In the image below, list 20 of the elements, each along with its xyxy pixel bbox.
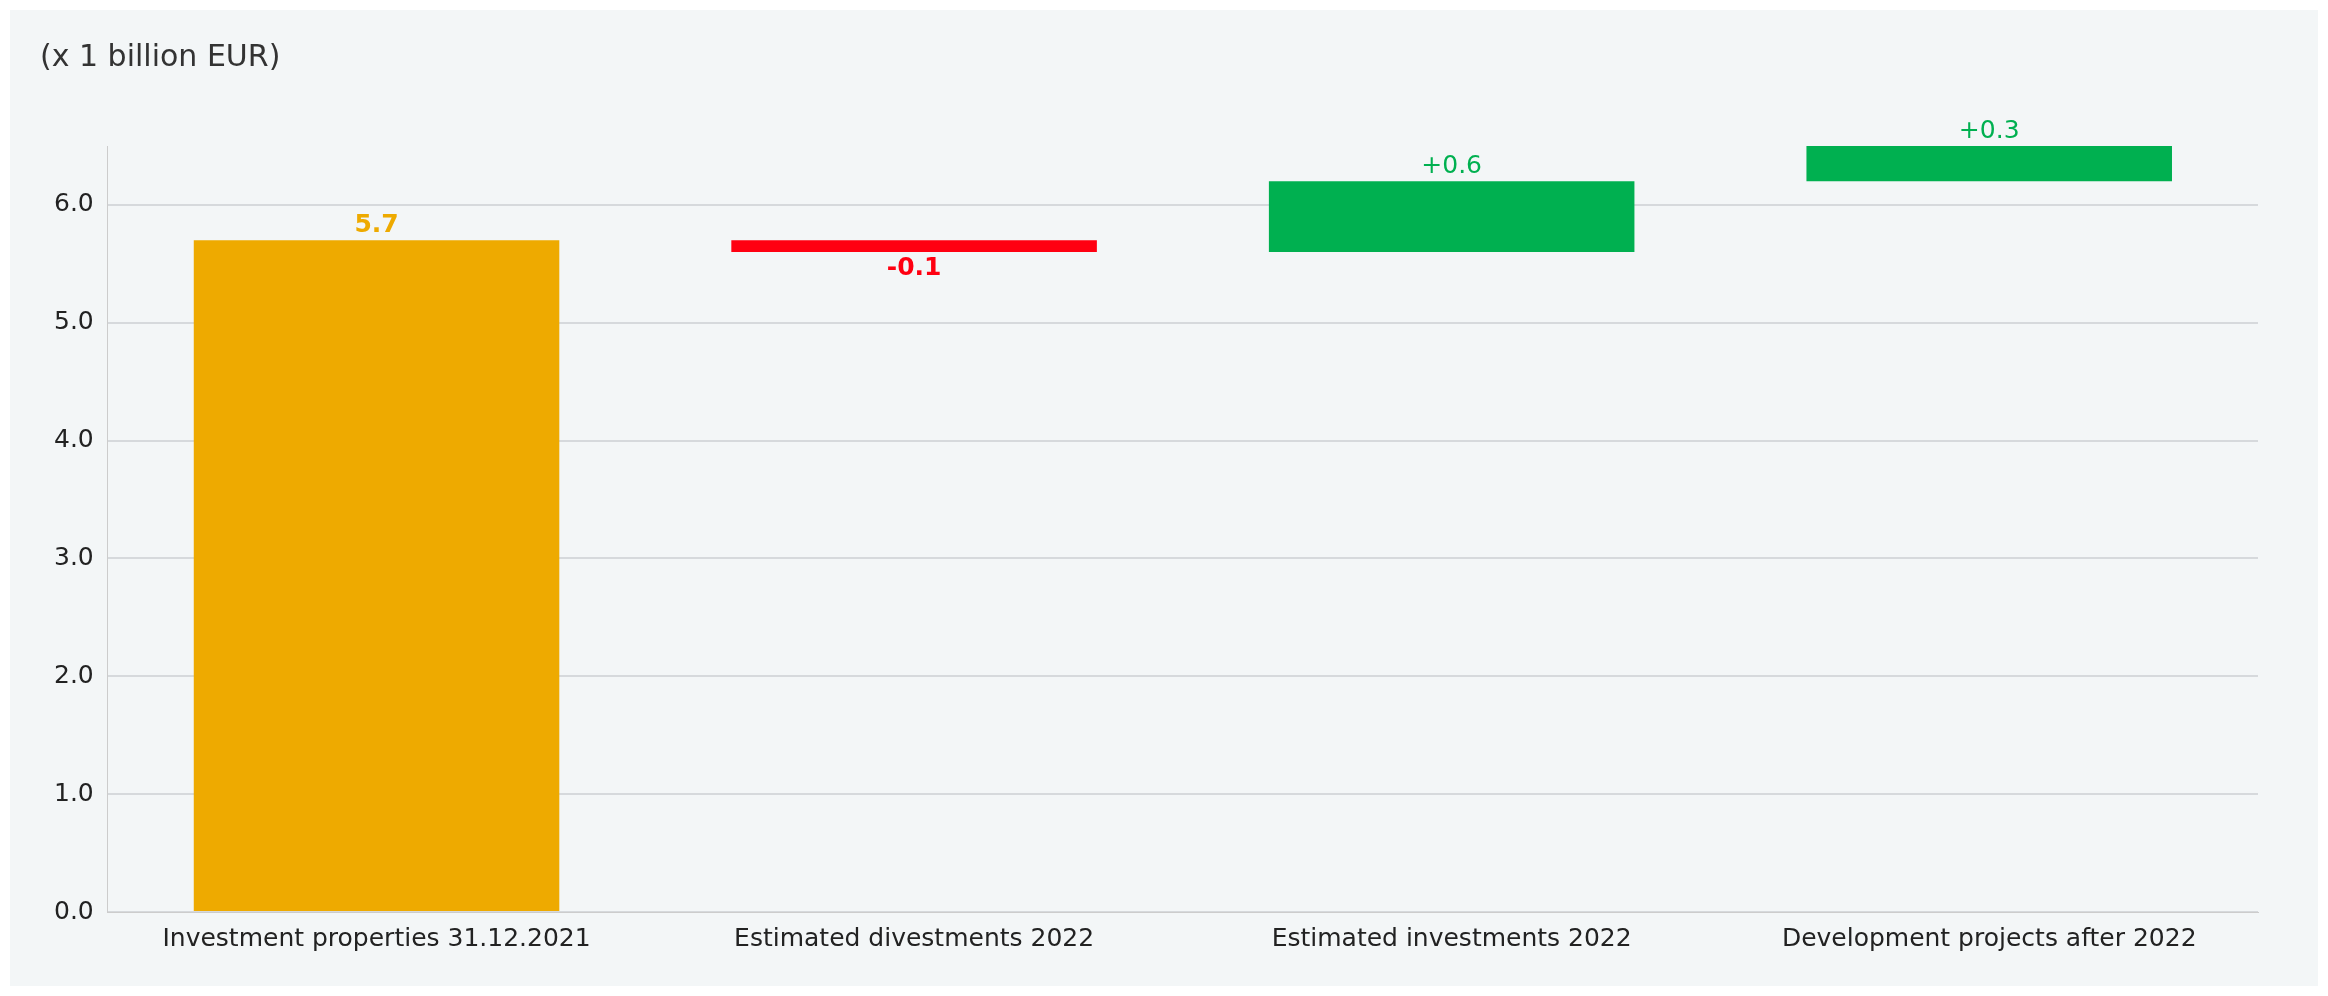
bar [1806,146,2172,182]
x-tick-label: Development projects after 2022 [1781,922,2197,952]
x-tick-label: Investment properties 31.12.2021 [162,922,591,952]
chart-title: (x 1 billion EUR) [40,37,281,73]
y-tick-label: 0.0 [53,895,94,925]
bar [731,240,1097,253]
bar [193,240,560,911]
x-tick-label: Estimated divestments 2022 [734,922,1095,952]
data-label: -0.1 [886,252,942,282]
x-tick-label: Estimated investments 2022 [1271,922,1632,952]
data-label: +0.3 [1958,115,2020,144]
data-label: +0.6 [1421,150,1483,180]
y-tick-label: 6.0 [53,188,94,218]
data-label: 5.7 [354,209,399,239]
y-tick-label: 5.0 [53,306,94,336]
y-tick-label: 4.0 [53,424,94,454]
y-tick-label: 3.0 [53,541,94,571]
y-tick-label: 1.0 [53,777,94,807]
y-tick-label: 2.0 [53,659,94,689]
bar [1268,181,1635,253]
